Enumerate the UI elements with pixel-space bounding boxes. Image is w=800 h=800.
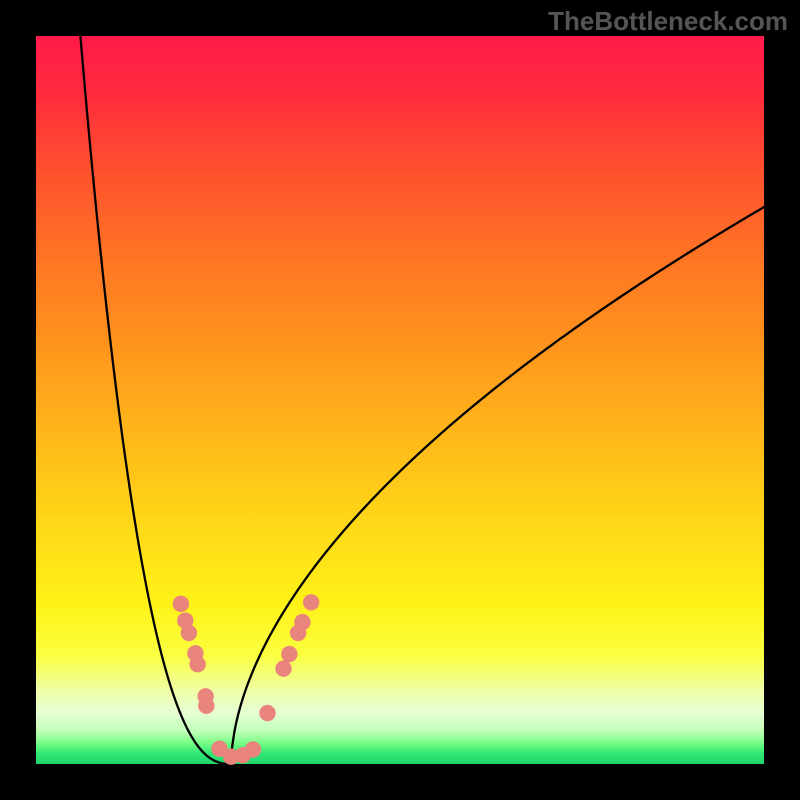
data-marker <box>275 660 291 676</box>
data-marker <box>259 705 275 721</box>
data-marker <box>294 614 310 630</box>
data-marker <box>198 698 214 714</box>
plot-background <box>36 36 764 764</box>
data-marker <box>189 656 205 672</box>
data-marker <box>281 646 297 662</box>
data-marker <box>303 594 319 610</box>
data-marker <box>181 625 197 641</box>
data-marker <box>245 741 261 757</box>
data-marker <box>173 596 189 612</box>
bottleneck-chart <box>0 0 800 800</box>
watermark-text: TheBottleneck.com <box>548 6 788 37</box>
